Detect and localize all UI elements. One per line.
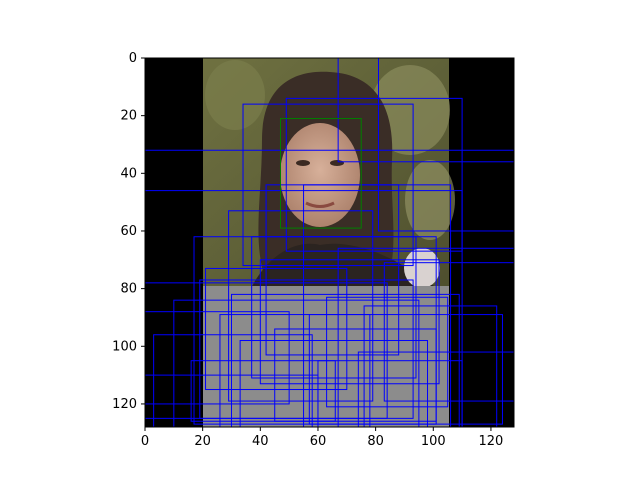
portrait-image — [145, 58, 514, 427]
detection-box — [285, 97, 463, 252]
x-tick-label: 80 — [367, 434, 384, 449]
detection-box — [337, 58, 514, 163]
x-tick-label: 100 — [421, 434, 446, 449]
face — [280, 123, 360, 227]
detection-boxes — [145, 58, 514, 427]
y-tick-label: 100 — [112, 339, 137, 354]
shoulder-right — [404, 248, 440, 288]
eye-left — [296, 160, 310, 166]
x-tick-label: 40 — [252, 434, 269, 449]
mouth — [305, 201, 335, 208]
detection-box — [337, 247, 514, 427]
detection-box — [378, 58, 514, 232]
y-tick-label: 120 — [112, 397, 137, 412]
y-tick-label: 40 — [120, 166, 137, 181]
detection-box — [239, 340, 429, 427]
detection-box — [145, 149, 514, 427]
y-tick-label: 60 — [120, 224, 137, 239]
y-tick-label: 20 — [120, 109, 137, 124]
x-tick-label: 120 — [479, 434, 504, 449]
face-box-group — [279, 118, 362, 229]
detection-box — [153, 334, 313, 427]
y-tick-label: 80 — [120, 282, 137, 297]
detection-box — [199, 279, 414, 419]
x-tick-label: 60 — [310, 434, 327, 449]
detection-box — [308, 314, 503, 425]
body-top — [250, 243, 440, 290]
face-box — [279, 118, 362, 229]
x-tick-label: 0 — [141, 434, 149, 449]
detection-box — [219, 314, 371, 427]
detection-box — [383, 262, 514, 402]
foliage-blob — [205, 60, 265, 130]
detection-box — [317, 360, 463, 427]
detection-box — [259, 259, 440, 385]
detection-box — [363, 305, 498, 427]
detection-box — [145, 311, 290, 405]
x-tick-label: 20 — [194, 434, 211, 449]
detection-box — [274, 328, 437, 422]
detection-box — [326, 296, 449, 408]
y-tick-label: 0 — [129, 51, 137, 66]
axes-frame — [144, 57, 515, 428]
foliage-blob — [405, 160, 455, 240]
eye-right — [330, 160, 344, 166]
detection-box — [190, 360, 336, 422]
x-axis: 0 20 40 60 80 100 120 — [141, 427, 503, 449]
detection-box — [173, 299, 420, 427]
y-axis: 0 20 40 60 80 100 120 — [112, 51, 145, 412]
